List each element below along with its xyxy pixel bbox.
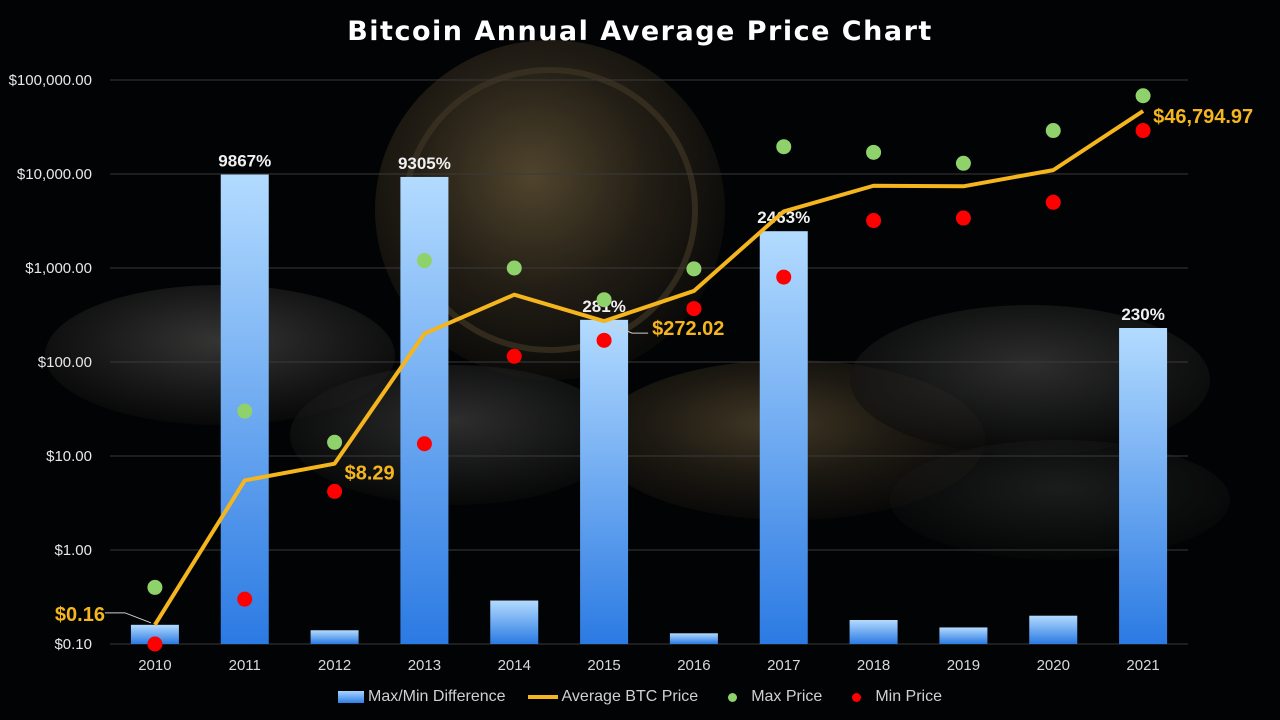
min-price-point	[506, 348, 522, 364]
max-price-point	[1135, 88, 1151, 104]
max-price-point	[776, 139, 792, 155]
average-price-label: $46,794.97	[1153, 106, 1253, 128]
legend-item-average: Average BTC Price	[527, 688, 699, 706]
legend-item-max: Max Price	[720, 688, 822, 706]
max-price-point	[327, 434, 343, 450]
bar-difference	[849, 620, 898, 644]
x-tick-label: 2021	[1126, 657, 1159, 674]
min-price-point	[866, 213, 882, 229]
max-price-point	[866, 144, 882, 160]
label-leader-line	[607, 322, 649, 334]
x-tick-label: 2017	[767, 657, 800, 674]
y-tick-label: $1,000.00	[25, 260, 92, 277]
min-price-point	[237, 591, 253, 607]
bar-label: 9867%	[218, 152, 271, 171]
x-tick-label: 2014	[498, 657, 531, 674]
bar-difference	[490, 600, 539, 644]
bar-difference	[669, 633, 718, 644]
chart-title: Bitcoin Annual Average Price Chart	[347, 16, 933, 47]
bar-difference	[580, 319, 629, 644]
x-tick-label: 2019	[947, 657, 980, 674]
min-price-point	[147, 636, 163, 652]
min-price-point	[686, 301, 702, 317]
y-tick-label: $100,000.00	[9, 72, 92, 89]
max-price-point	[1045, 123, 1061, 139]
bar-difference	[1029, 615, 1078, 644]
min-price-point	[1045, 194, 1061, 210]
average-price-label: $8.29	[345, 463, 395, 485]
x-tick-label: 2016	[677, 657, 710, 674]
x-tick-label: 2020	[1037, 657, 1070, 674]
max-price-point	[506, 260, 522, 276]
y-tick-label: $1.00	[54, 542, 92, 559]
legend-label-min: Min Price	[875, 688, 942, 705]
bar-difference	[1119, 327, 1168, 644]
y-tick-label: $100.00	[38, 354, 92, 371]
max-price-point	[416, 253, 432, 269]
min-price-point	[1135, 123, 1151, 139]
x-tick-label: 2018	[857, 657, 890, 674]
y-tick-label: $10.00	[46, 448, 92, 465]
min-price-point	[955, 210, 971, 226]
min-price-point	[327, 483, 343, 499]
legend-label-max: Max Price	[751, 688, 823, 705]
x-tick-label: 2010	[138, 657, 171, 674]
bar-difference	[310, 630, 359, 644]
legend-swatch-bar	[338, 691, 364, 703]
legend-item-min: Min Price	[844, 688, 942, 706]
x-tick-label: 2013	[408, 657, 441, 674]
legend-label-average: Average BTC Price	[561, 688, 699, 705]
max-price-point	[686, 261, 702, 277]
label-leader-line	[104, 612, 152, 624]
max-price-point	[147, 579, 163, 595]
bar-difference	[400, 176, 449, 644]
min-price-point	[776, 269, 792, 285]
max-price-point	[955, 155, 971, 171]
min-price-point	[416, 436, 432, 452]
legend-swatch-max	[728, 692, 738, 702]
legend-item-difference: Max/Min Difference	[338, 688, 506, 706]
bar-difference	[759, 231, 808, 645]
min-price-point	[596, 332, 612, 348]
legend-swatch-line	[527, 695, 558, 699]
bar-difference	[130, 624, 179, 644]
legend: Max/Min Difference Average BTC Price Max…	[0, 688, 1280, 706]
average-price-line	[153, 109, 1145, 626]
bar-label: 9305%	[398, 154, 451, 173]
average-price-label: $272.02	[652, 318, 724, 340]
bar-difference	[939, 627, 988, 644]
x-tick-label: 2012	[318, 657, 351, 674]
average-price-label: $0.16	[55, 604, 105, 626]
max-price-point	[596, 292, 612, 308]
bar-label: 230%	[1121, 305, 1164, 324]
legend-swatch-min	[852, 692, 862, 702]
max-price-point	[237, 403, 253, 419]
legend-label-difference: Max/Min Difference	[368, 688, 506, 705]
y-tick-label: $0.10	[54, 636, 92, 653]
y-tick-label: $10,000.00	[17, 166, 92, 183]
x-tick-label: 2011	[229, 657, 261, 674]
x-tick-label: 2015	[587, 657, 620, 674]
